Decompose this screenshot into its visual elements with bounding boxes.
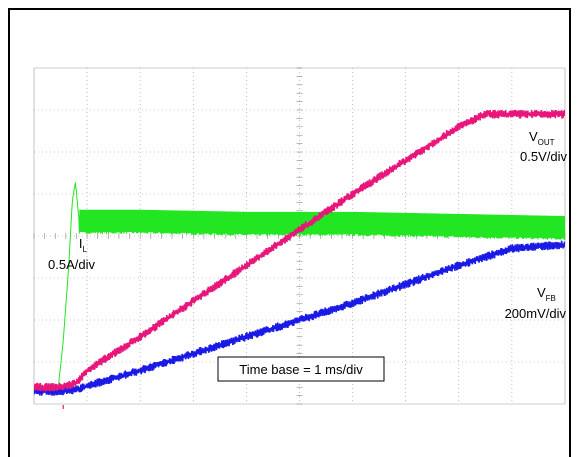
trace-vout bbox=[34, 109, 565, 392]
trace-line bbox=[34, 109, 565, 392]
time-base-label: Time base = 1 ms/div bbox=[239, 362, 363, 377]
vfb-scale: 200mV/div bbox=[505, 306, 567, 321]
vout-label: VOUT bbox=[529, 129, 555, 147]
trace-line bbox=[34, 240, 565, 396]
il-label: IL bbox=[79, 236, 88, 254]
vout-scale: 0.5V/div bbox=[520, 149, 567, 164]
vfb-label: VFB bbox=[537, 285, 556, 303]
trace-vfb bbox=[34, 240, 565, 396]
figure-frame bbox=[8, 8, 571, 457]
trace-il bbox=[34, 181, 565, 395]
scope-traces bbox=[34, 109, 565, 396]
scope-grid bbox=[33, 67, 566, 409]
trace-line bbox=[34, 181, 565, 395]
time-base-box bbox=[217, 356, 385, 382]
il-scale: 0.5A/div bbox=[48, 257, 95, 272]
